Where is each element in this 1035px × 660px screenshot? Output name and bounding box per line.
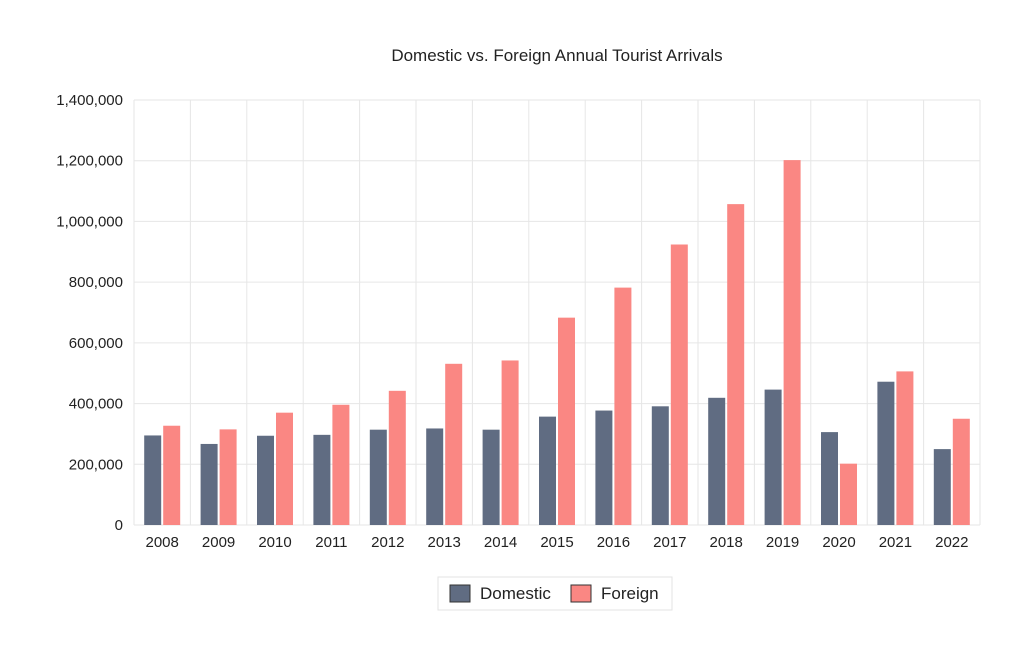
legend-label-domestic: Domestic <box>480 584 551 603</box>
bar-foreign-2020 <box>840 463 857 525</box>
x-tick-label: 2008 <box>146 534 179 551</box>
x-tick-label: 2020 <box>822 534 855 551</box>
bar-domestic-2009 <box>200 443 218 525</box>
x-tick-label: 2015 <box>540 534 573 551</box>
legend: Domestic Foreign <box>437 576 673 611</box>
bar-domestic-2020 <box>821 432 838 525</box>
bars <box>144 160 970 525</box>
bar-domestic-2021 <box>877 381 895 525</box>
y-tick-label: 1,200,000 <box>56 153 123 170</box>
bar-foreign-2015 <box>558 317 575 525</box>
chart-title: Domestic vs. Foreign Annual Tourist Arri… <box>391 46 722 65</box>
bar-foreign-2016 <box>614 287 632 525</box>
legend-label-foreign: Foreign <box>601 584 659 603</box>
bar-domestic-2010 <box>257 435 274 525</box>
x-tick-label: 2009 <box>202 534 235 551</box>
bar-foreign-2010 <box>276 412 293 525</box>
bar-domestic-2012 <box>369 429 387 525</box>
bar-domestic-2022 <box>933 449 951 525</box>
y-tick-label: 200,000 <box>69 456 123 473</box>
bar-domestic-2018 <box>708 397 726 525</box>
legend-swatch-foreign <box>570 584 592 603</box>
x-tick-label: 2022 <box>935 534 968 551</box>
y-tick-label: 400,000 <box>69 396 123 413</box>
x-tick-label: 2021 <box>879 534 912 551</box>
x-tick-label: 2014 <box>484 534 517 551</box>
bar-foreign-2009 <box>219 429 237 525</box>
x-tick-label: 2017 <box>653 534 686 551</box>
y-tick-label: 800,000 <box>69 274 123 291</box>
y-tick-label: 600,000 <box>69 335 123 352</box>
x-tick-label: 2012 <box>371 534 404 551</box>
bar-domestic-2011 <box>313 434 331 525</box>
bar-foreign-2018 <box>727 204 745 525</box>
bar-domestic-2013 <box>426 428 444 525</box>
y-tick-label: 1,400,000 <box>56 92 123 109</box>
bar-domestic-2014 <box>482 429 500 525</box>
bar-domestic-2017 <box>651 406 669 525</box>
legend-frame <box>437 576 673 611</box>
bar-foreign-2019 <box>783 160 801 525</box>
bar-foreign-2017 <box>670 244 688 525</box>
x-tick-label: 2013 <box>428 534 461 551</box>
x-tick-label: 2018 <box>710 534 743 551</box>
legend-swatch-domestic <box>449 584 471 603</box>
y-tick-label: 1,000,000 <box>56 213 123 230</box>
bar-foreign-2014 <box>501 360 519 525</box>
x-tick-label: 2019 <box>766 534 799 551</box>
bar-domestic-2008 <box>144 435 162 525</box>
gridlines <box>133 99 981 526</box>
bar-domestic-2016 <box>595 410 613 525</box>
bar-foreign-2008 <box>163 425 181 525</box>
bar-foreign-2012 <box>388 390 406 525</box>
x-axis-tick-labels: 2008 2009 2010 2011 2012 2013 2014 2015 2016 2017… <box>146 534 969 551</box>
x-tick-label: 2011 <box>315 534 347 551</box>
y-axis-tick-labels: 0 200,000 400,000 600,000 800,000 1,000,000 1,… <box>56 92 123 534</box>
bar-foreign-2021 <box>896 371 914 525</box>
bar-foreign-2022 <box>952 418 970 525</box>
y-tick-label: 0 <box>115 517 123 534</box>
bar-domestic-2015 <box>539 416 556 525</box>
x-tick-label: 2016 <box>597 534 630 551</box>
bar-foreign-2013 <box>445 363 463 525</box>
bar-foreign-2011 <box>332 404 350 525</box>
x-tick-label: 2010 <box>258 534 291 551</box>
bar-domestic-2019 <box>764 389 782 525</box>
